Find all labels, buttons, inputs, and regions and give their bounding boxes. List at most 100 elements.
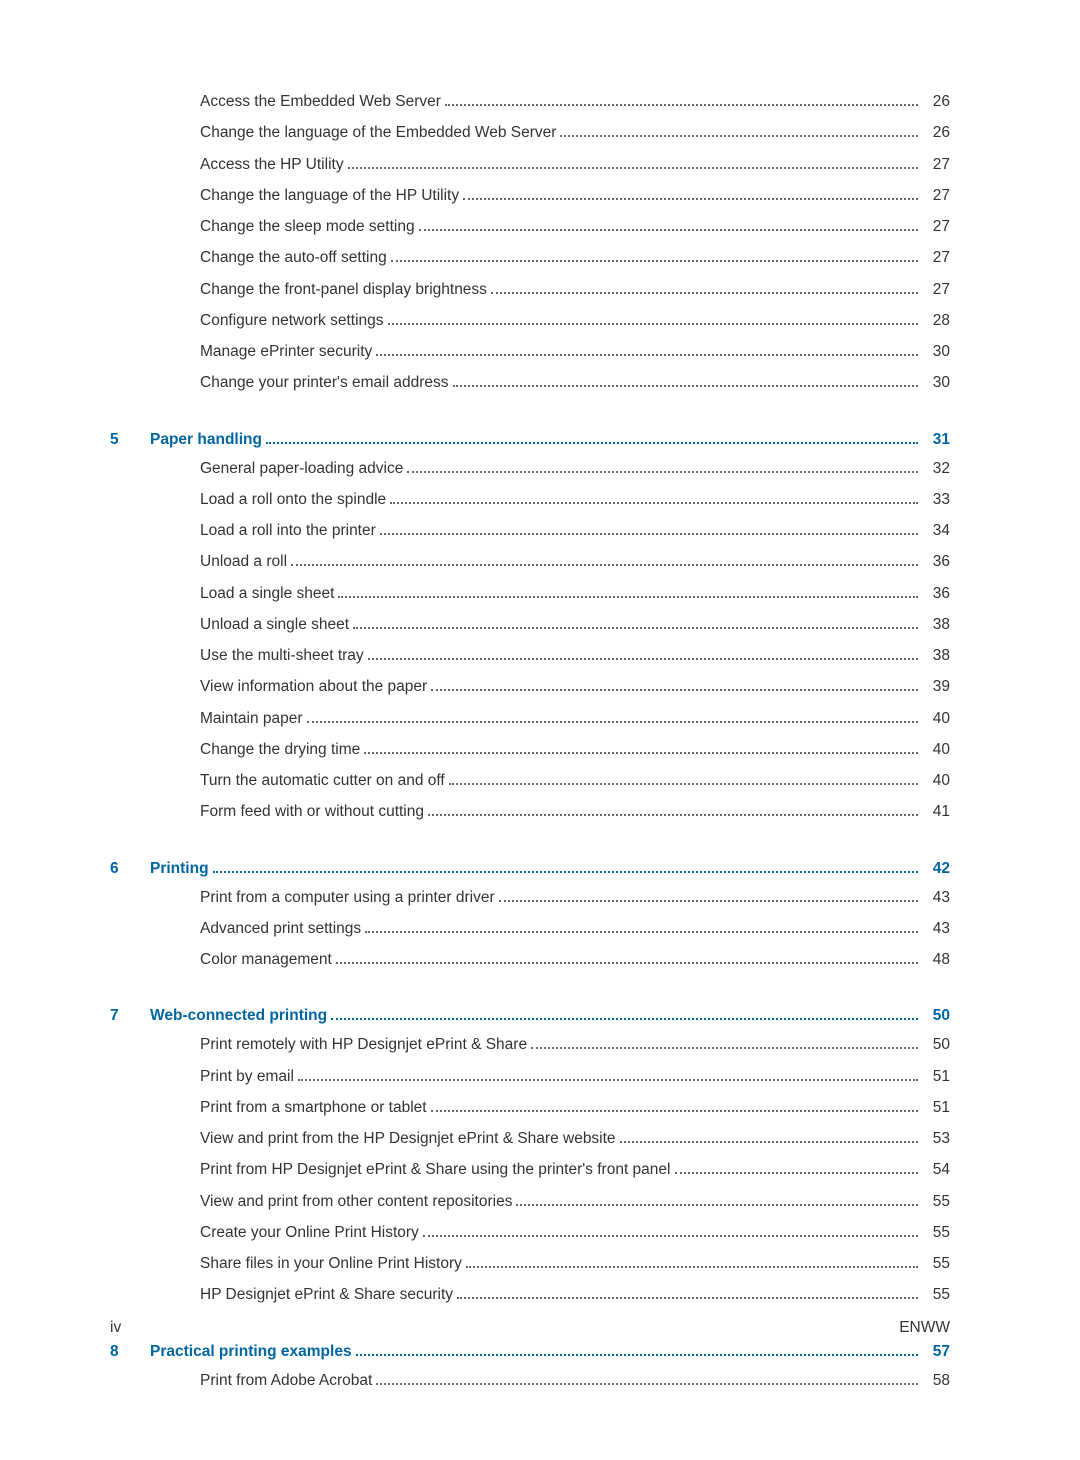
toc-sub-entry[interactable]: Create your Online Print History55	[110, 1221, 950, 1244]
chapter-number: 8	[110, 1343, 150, 1361]
toc-leader-dots	[331, 1018, 918, 1020]
toc-sub-entry[interactable]: Access the Embedded Web Server26	[110, 90, 950, 113]
toc-entry-label: Print by email	[200, 1065, 294, 1088]
toc-sub-entry[interactable]: Print from Adobe Acrobat58	[110, 1369, 950, 1392]
toc-leader-dots	[391, 260, 918, 262]
toc-leader-dots	[463, 198, 918, 200]
toc-entry-label: Change the language of the Embedded Web …	[200, 121, 556, 144]
toc-sub-entry[interactable]: General paper-loading advice32	[110, 457, 950, 480]
toc-leader-dots	[380, 533, 918, 535]
toc-sub-entry[interactable]: Use the multi-sheet tray38	[110, 644, 950, 667]
toc-leader-dots	[431, 1110, 918, 1112]
toc-entry-label: Change the language of the HP Utility	[200, 184, 459, 207]
toc-sub-entry[interactable]: Load a roll onto the spindle33	[110, 488, 950, 511]
toc-leader-dots	[431, 689, 918, 691]
toc-entry-label: Print from a computer using a printer dr…	[200, 886, 495, 909]
toc-sub-entry[interactable]: Access the HP Utility27	[110, 153, 950, 176]
toc-sub-entry[interactable]: Maintain paper40	[110, 707, 950, 730]
page-footer: iv ENWW	[110, 1319, 950, 1337]
chapter-number: 6	[110, 860, 150, 878]
toc-sub-entry[interactable]: HP Designjet ePrint & Share security 55	[110, 1283, 950, 1306]
toc-leader-dots	[407, 471, 918, 473]
toc-leader-dots	[466, 1266, 918, 1268]
toc-sub-entry[interactable]: Load a roll into the printer34	[110, 519, 950, 542]
toc-entry-page: 55	[922, 1283, 950, 1306]
toc-entry-label: Unload a roll	[200, 550, 287, 573]
toc-sub-entry[interactable]: Change the front-panel display brightnes…	[110, 278, 950, 301]
toc-entry-label: Manage ePrinter security	[200, 340, 372, 363]
toc-sub-entry[interactable]: View information about the paper39	[110, 675, 950, 698]
chapter-title: Web-connected printing	[150, 1007, 327, 1025]
chapter-number: 5	[110, 431, 150, 449]
toc-sub-entry[interactable]: View and print from other content reposi…	[110, 1190, 950, 1213]
toc-sub-entry[interactable]: Change the sleep mode setting27	[110, 215, 950, 238]
toc-entry-page: 55	[922, 1190, 950, 1213]
toc-sub-entry[interactable]: Form feed with or without cutting41	[110, 800, 950, 823]
toc-sub-entry[interactable]: Turn the automatic cutter on and off40	[110, 769, 950, 792]
toc-leader-dots	[338, 596, 918, 598]
toc-entry-label: Print from a smartphone or tablet	[200, 1096, 427, 1119]
toc-leader-dots	[499, 900, 918, 902]
toc-sub-entry[interactable]: Share files in your Online Print History…	[110, 1252, 950, 1275]
toc-entry-label: Print remotely with HP Designjet ePrint …	[200, 1033, 527, 1056]
toc-entry-page: 30	[922, 340, 950, 363]
toc-sub-entry[interactable]: Load a single sheet36	[110, 582, 950, 605]
toc-entry-label: Unload a single sheet	[200, 613, 349, 636]
toc-entry-page: 54	[922, 1158, 950, 1181]
toc-leader-dots	[365, 931, 918, 933]
toc-sub-entry[interactable]: Print from a computer using a printer dr…	[110, 886, 950, 909]
toc-leader-dots	[457, 1297, 918, 1299]
toc-sub-entry[interactable]: Change your printer's email address30	[110, 371, 950, 394]
toc-sub-entry[interactable]: Change the language of the Embedded Web …	[110, 121, 950, 144]
toc-container: Access the Embedded Web Server26 Change t…	[110, 90, 950, 1392]
toc-entry-page: 26	[922, 121, 950, 144]
toc-sub-entry[interactable]: View and print from the HP Designjet ePr…	[110, 1127, 950, 1150]
toc-sub-entry[interactable]: Color management 48	[110, 948, 950, 971]
chapter-page: 42	[922, 860, 950, 878]
toc-sub-entry[interactable]: Change the auto-off setting27	[110, 246, 950, 269]
toc-entry-page: 34	[922, 519, 950, 542]
toc-entry-page: 27	[922, 246, 950, 269]
toc-leader-dots	[213, 871, 918, 873]
toc-sub-entry[interactable]: Manage ePrinter security 30	[110, 340, 950, 363]
toc-entry-page: 38	[922, 644, 950, 667]
toc-entry-page: 51	[922, 1065, 950, 1088]
chapter-page: 50	[922, 1007, 950, 1025]
toc-leader-dots	[376, 354, 918, 356]
toc-entry-label: Load a single sheet	[200, 582, 334, 605]
toc-entry-page: 30	[922, 371, 950, 394]
toc-sub-entry[interactable]: Print remotely with HP Designjet ePrint …	[110, 1033, 950, 1056]
toc-entry-label: Share files in your Online Print History	[200, 1252, 462, 1275]
toc-leader-dots	[560, 135, 918, 137]
toc-sub-entry[interactable]: Print from HP Designjet ePrint & Share u…	[110, 1158, 950, 1181]
toc-sub-entry[interactable]: Unload a roll36	[110, 550, 950, 573]
toc-leader-dots	[531, 1047, 918, 1049]
chapter-title: Printing	[150, 860, 209, 878]
toc-sub-entry[interactable]: Change the drying time40	[110, 738, 950, 761]
toc-leader-dots	[336, 962, 918, 964]
toc-sub-entry[interactable]: Print by email 51	[110, 1065, 950, 1088]
toc-chapter-entry[interactable]: 8Practical printing examples57	[110, 1343, 950, 1361]
toc-entry-label: Color management	[200, 948, 332, 971]
toc-entry-label: Maintain paper	[200, 707, 303, 730]
toc-sub-entry[interactable]: Unload a single sheet38	[110, 613, 950, 636]
toc-entry-page: 48	[922, 948, 950, 971]
toc-sub-entry[interactable]: Print from a smartphone or tablet 51	[110, 1096, 950, 1119]
toc-entry-label: HP Designjet ePrint & Share security	[200, 1283, 453, 1306]
toc-sub-entry[interactable]: Configure network settings28	[110, 309, 950, 332]
toc-sub-entry[interactable]: Change the language of the HP Utility27	[110, 184, 950, 207]
toc-sub-entry[interactable]: Advanced print settings43	[110, 917, 950, 940]
footer-page-number: iv	[110, 1319, 121, 1337]
toc-entry-page: 40	[922, 769, 950, 792]
toc-chapter-entry[interactable]: 6Printing 42	[110, 860, 950, 878]
toc-chapter-entry[interactable]: 7Web-connected printing50	[110, 1007, 950, 1025]
toc-leader-dots	[291, 564, 918, 566]
chapter-page: 31	[922, 431, 950, 449]
toc-entry-page: 51	[922, 1096, 950, 1119]
toc-leader-dots	[675, 1172, 919, 1174]
toc-entry-page: 40	[922, 738, 950, 761]
toc-entry-label: View and print from the HP Designjet ePr…	[200, 1127, 616, 1150]
toc-chapter-entry[interactable]: 5Paper handling31	[110, 431, 950, 449]
chapter-page: 57	[922, 1343, 950, 1361]
toc-entry-page: 39	[922, 675, 950, 698]
